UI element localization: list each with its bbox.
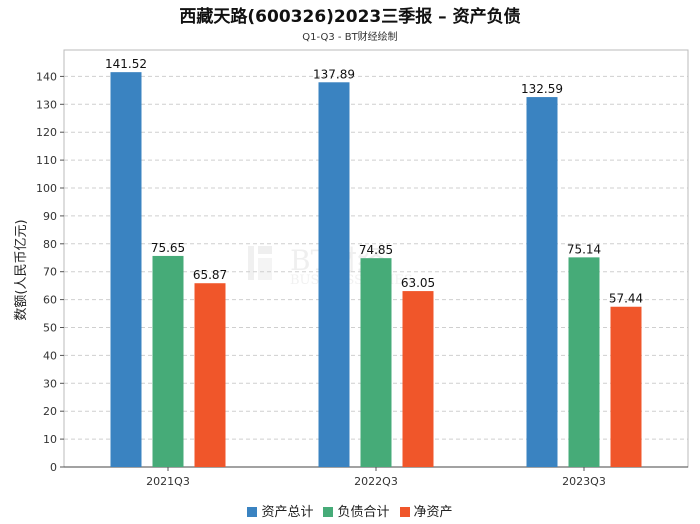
data-label: 63.05 (401, 276, 435, 290)
data-label: 57.44 (609, 292, 643, 306)
chart-title: 西藏天路(600326)2023三季报 – 资产负债 (179, 7, 521, 27)
legend-item: 负债合计 (323, 501, 390, 520)
y-tick-label: 130 (36, 98, 57, 111)
legend-swatch (323, 507, 334, 517)
bar (110, 72, 142, 467)
y-tick-label: 100 (36, 182, 57, 195)
bar (318, 82, 350, 468)
y-tick-label: 120 (36, 126, 57, 139)
data-label: 65.87 (193, 268, 227, 282)
legend-item: 净资产 (399, 501, 453, 520)
y-tick-label: 90 (43, 210, 57, 223)
y-tick-label: 20 (43, 405, 57, 418)
y-tick-label: 0 (50, 461, 57, 474)
x-tick-label: 2021Q3 (146, 475, 190, 488)
y-tick-label: 60 (43, 294, 57, 307)
bar (610, 306, 642, 467)
data-label: 141.52 (105, 57, 147, 71)
y-tick-label: 10 (43, 433, 57, 446)
bar (568, 257, 600, 467)
legend: 资产总计 负债合计 净资产 (0, 501, 700, 520)
data-label: 132.59 (521, 82, 563, 96)
data-label: 74.85 (359, 243, 393, 257)
y-tick-label: 70 (43, 266, 57, 279)
bar (152, 255, 184, 467)
legend-label: 资产总计 (261, 505, 314, 520)
y-tick-label: 110 (36, 154, 57, 167)
data-label: 75.65 (151, 241, 185, 255)
bar (526, 97, 558, 467)
svg-text:BUSINESS TIMES: BUSINESS TIMES (290, 273, 413, 288)
y-tick-label: 50 (43, 322, 57, 335)
bar (194, 283, 226, 467)
legend-label: 负债合计 (337, 505, 390, 520)
data-label: 137.89 (313, 67, 355, 81)
y-axis-label: 数额(人民币亿元) (14, 219, 29, 320)
x-tick-label: 2023Q3 (562, 475, 606, 488)
bar (402, 291, 434, 467)
legend-swatch (247, 507, 258, 517)
bar (360, 258, 392, 467)
data-label: 75.14 (567, 242, 601, 256)
y-tick-label: 80 (43, 238, 57, 251)
x-tick-label: 2022Q3 (354, 475, 398, 488)
y-tick-label: 40 (43, 349, 57, 362)
legend-label: 净资产 (413, 505, 453, 520)
legend-item: 资产总计 (247, 501, 313, 520)
y-tick-label: 30 (43, 377, 57, 390)
legend-swatch (399, 507, 410, 517)
chart-subtitle: Q1-Q3 - BT财经绘制 (302, 32, 398, 43)
y-tick-label: 140 (36, 70, 57, 83)
